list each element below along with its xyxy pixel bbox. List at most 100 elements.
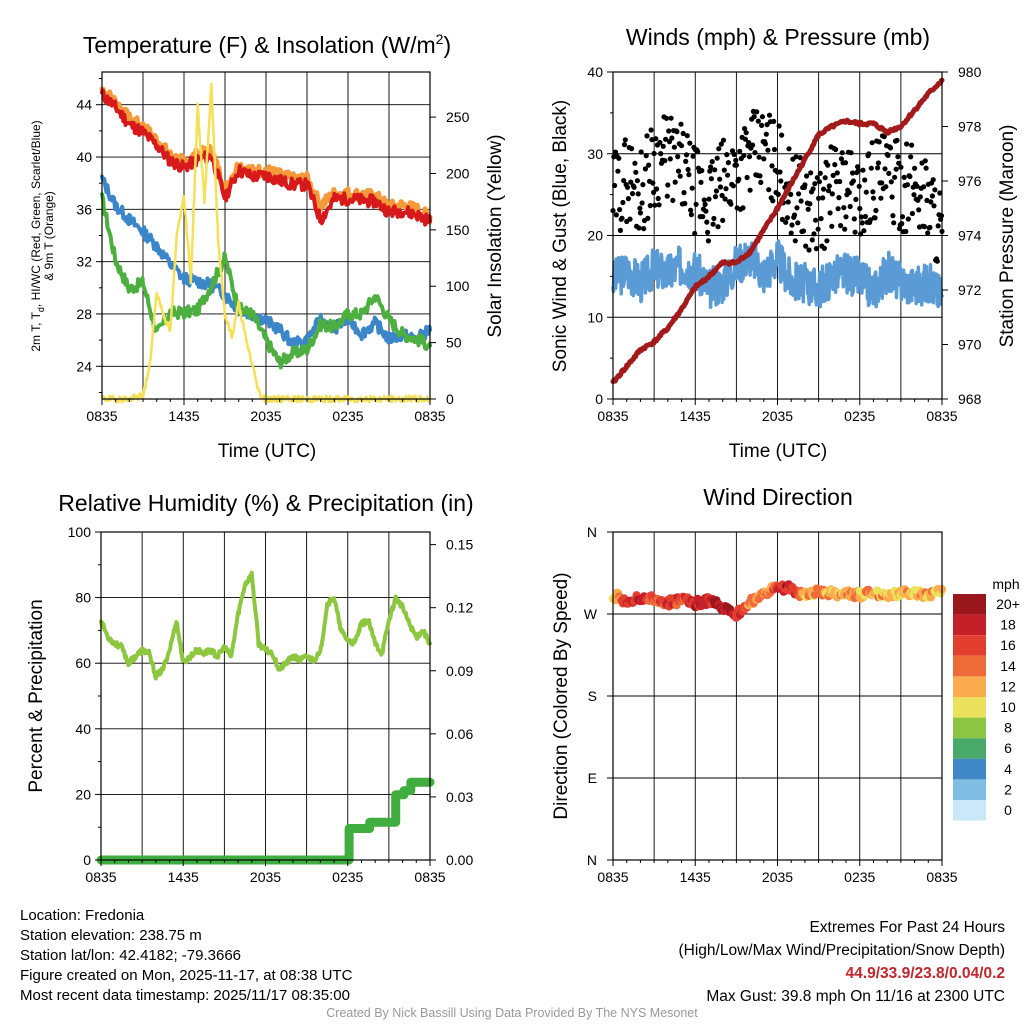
winds-axes: 0835 1435 2035 0235 083501020304096897097297… bbox=[587, 64, 981, 424]
gust-point bbox=[664, 193, 670, 199]
gust-point bbox=[796, 191, 802, 197]
gust-point bbox=[875, 165, 881, 171]
gust-point bbox=[866, 151, 872, 157]
x-tick-label: 0235 bbox=[844, 869, 875, 885]
legend-label: 20+ bbox=[996, 596, 1020, 612]
y2-tick-label: 968 bbox=[958, 391, 982, 407]
x-tick-label: 0835 bbox=[414, 408, 445, 424]
gust-point bbox=[665, 182, 671, 188]
gust-point bbox=[646, 162, 652, 168]
gust-point bbox=[905, 216, 911, 222]
gust-point bbox=[883, 184, 889, 190]
wind-speed-legend: mph 20+ 18 16 14 12 10 8 6 4 2 0 bbox=[953, 576, 1020, 821]
gust-point bbox=[784, 215, 791, 221]
gust-point bbox=[681, 190, 687, 196]
gust-point bbox=[740, 205, 746, 211]
gust-point bbox=[894, 137, 900, 143]
recent-timestamp: Most recent data timestamp: 2025/11/17 0… bbox=[20, 987, 350, 1004]
gust-point bbox=[651, 189, 657, 195]
gust-point bbox=[916, 207, 922, 213]
gust-point bbox=[803, 243, 809, 249]
gust-point bbox=[930, 177, 936, 183]
gust-point bbox=[674, 129, 680, 135]
gust-point bbox=[761, 156, 767, 162]
gust-point bbox=[896, 160, 902, 166]
gust-point bbox=[666, 128, 672, 134]
pressure-ylabel: Station Pressure (Maroon) bbox=[997, 125, 1018, 348]
y2-tick-label: 976 bbox=[958, 173, 982, 189]
gust-point bbox=[921, 224, 928, 230]
legend-label: 8 bbox=[1004, 720, 1012, 736]
station-latlon: Station lat/lon: 42.4182; -79.3666 bbox=[20, 947, 242, 964]
gust-point bbox=[662, 158, 668, 164]
gust-point bbox=[868, 165, 874, 171]
gust-point bbox=[827, 210, 833, 216]
gust-point bbox=[881, 134, 887, 140]
gust-point bbox=[888, 179, 894, 185]
gust-point bbox=[710, 221, 716, 227]
gust-point bbox=[633, 169, 639, 175]
gust-point bbox=[802, 182, 808, 188]
gust-point bbox=[912, 165, 918, 171]
gust-point bbox=[934, 258, 940, 264]
gust-point bbox=[878, 195, 884, 201]
y2-tick-label: 972 bbox=[958, 282, 982, 298]
gust-point bbox=[843, 214, 849, 220]
series-2m-t bbox=[100, 88, 432, 227]
gust-point bbox=[876, 139, 882, 145]
gust-point bbox=[816, 179, 823, 185]
y-tick-label: 40 bbox=[587, 64, 603, 80]
gust-point bbox=[927, 224, 933, 231]
gust-point bbox=[750, 142, 756, 148]
humidity-axes: 0835 1435 2035 0235 08350204060801000.000.03… bbox=[68, 524, 474, 885]
winds-title: Winds (mph) & Pressure (mb) bbox=[626, 24, 930, 50]
x-tick-label: 0835 bbox=[926, 869, 957, 885]
legend-label: 4 bbox=[1004, 761, 1012, 777]
gust-point bbox=[622, 137, 628, 143]
gust-point bbox=[651, 150, 657, 157]
gust-point bbox=[619, 215, 625, 221]
gust-point bbox=[647, 203, 653, 209]
gust-point bbox=[758, 179, 764, 185]
gust-point bbox=[798, 198, 804, 204]
max-gust: Max Gust: 39.8 mph On 11/16 at 2300 UTC bbox=[706, 988, 1005, 1005]
y2-tick-label: 0.12 bbox=[446, 600, 473, 616]
gust-point bbox=[775, 191, 781, 197]
gust-point bbox=[867, 217, 874, 223]
gust-point bbox=[669, 135, 675, 141]
gust-point bbox=[642, 166, 649, 172]
gust-point bbox=[667, 156, 673, 162]
gust-point bbox=[645, 215, 651, 221]
gust-point bbox=[741, 152, 747, 159]
x-tick-label: 2035 bbox=[250, 869, 281, 885]
gust-point bbox=[733, 162, 740, 168]
gust-point bbox=[686, 172, 692, 178]
gust-point bbox=[837, 178, 843, 185]
gust-point bbox=[911, 192, 917, 198]
y2-tick-label: 980 bbox=[958, 64, 982, 80]
gust-point bbox=[677, 173, 683, 179]
gust-point bbox=[730, 183, 737, 189]
gust-point bbox=[687, 140, 693, 146]
legend-label: 10 bbox=[1000, 699, 1016, 715]
gust-point bbox=[648, 127, 654, 133]
station-elevation: Station elevation: 238.75 m bbox=[20, 927, 202, 944]
x-tick-label: 0235 bbox=[332, 408, 363, 424]
gust-point bbox=[794, 205, 800, 211]
gust-point bbox=[617, 227, 624, 233]
y-tick-label: 10 bbox=[587, 309, 603, 325]
gust-point bbox=[924, 197, 930, 203]
gust-point bbox=[861, 228, 867, 234]
gust-point bbox=[842, 226, 848, 232]
legend-swatch bbox=[953, 635, 986, 656]
gust-point bbox=[832, 162, 838, 168]
temperature-ylabel-line2: & 9m T (Orange) bbox=[42, 191, 56, 281]
gust-point bbox=[829, 223, 835, 229]
gust-point bbox=[719, 192, 725, 199]
y2-tick-label: 0 bbox=[446, 391, 454, 407]
gust-point bbox=[846, 189, 852, 196]
gust-point bbox=[821, 186, 827, 192]
gust-point bbox=[682, 200, 688, 207]
gust-point bbox=[728, 201, 734, 207]
